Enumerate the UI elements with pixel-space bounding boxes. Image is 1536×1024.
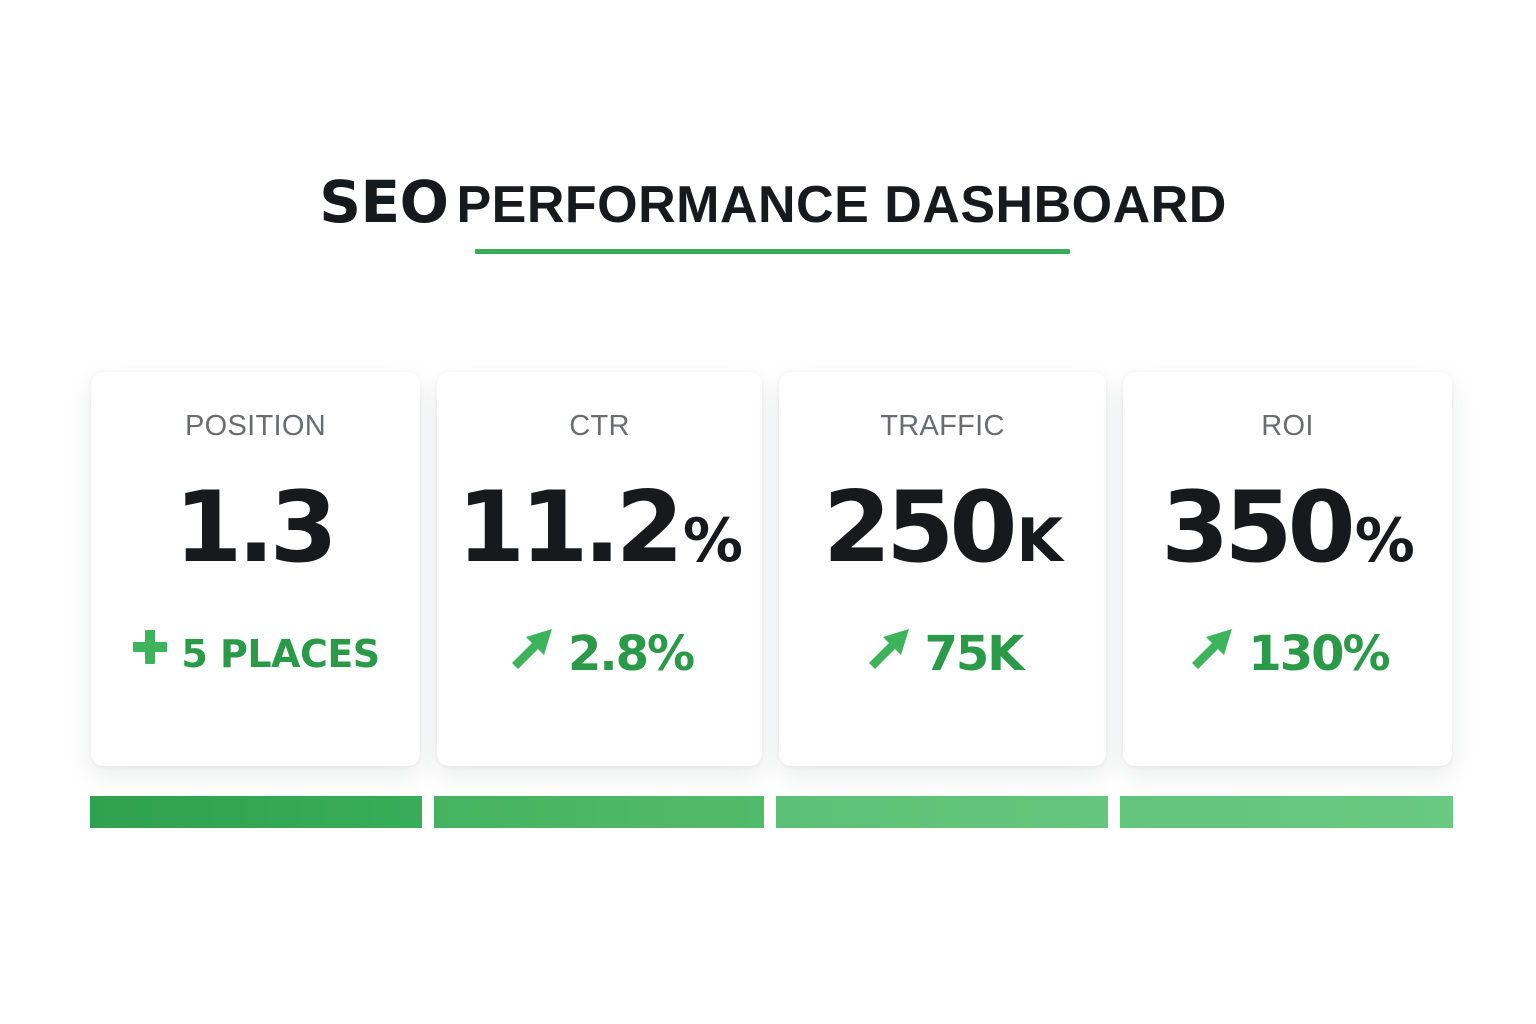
- metric-change: 75K: [779, 624, 1106, 684]
- metric-unit: %: [682, 506, 743, 576]
- metric-card-position[interactable]: POSITION 1.3 5 PLACES: [91, 372, 420, 766]
- metric-change-text: 75K: [924, 626, 1025, 682]
- dashboard-header: SEO PERFORMANCE DASHBOARD: [0, 168, 1536, 278]
- metric-change: 130%: [1123, 624, 1452, 684]
- metric-number: 350: [1161, 471, 1356, 585]
- accent-bar-roi: [1120, 796, 1453, 828]
- metric-label: TRAFFIC: [880, 410, 1005, 442]
- metric-unit: %: [1354, 506, 1415, 576]
- page-title-strong: SEO: [319, 168, 449, 236]
- metric-change: 5 PLACES: [91, 624, 420, 684]
- metric-label: ROI: [1261, 410, 1314, 442]
- metric-card-traffic[interactable]: TRAFFIC 250K 75K: [779, 372, 1106, 766]
- arrow-up-right-icon: [863, 623, 913, 683]
- accent-bar-position: [90, 796, 422, 828]
- page-title-rest: PERFORMANCE DASHBOARD: [456, 176, 1227, 234]
- metric-value: 350%: [1123, 472, 1452, 597]
- metric-number: 11.2: [457, 471, 684, 585]
- metric-number: 1.3: [174, 471, 338, 585]
- plus-icon: [131, 623, 169, 683]
- metric-number: 250: [822, 471, 1018, 585]
- metric-change: 2.8%: [437, 624, 762, 684]
- metric-unit: K: [1016, 506, 1063, 576]
- metric-change-text: 2.8%: [567, 626, 695, 682]
- metric-label: POSITION: [185, 410, 326, 442]
- page-title: SEO PERFORMANCE DASHBOARD: [0, 168, 1536, 239]
- arrow-up-right-icon: [506, 623, 556, 683]
- arrow-up-right-icon: [1186, 623, 1236, 683]
- metric-change-text: 5 PLACES: [181, 632, 380, 676]
- metric-card-roi[interactable]: ROI 350% 130%: [1123, 372, 1452, 766]
- title-underline: [475, 249, 1070, 254]
- metric-value: 11.2%: [437, 472, 762, 597]
- metric-change-text: 130%: [1248, 626, 1390, 682]
- accent-bar-traffic: [776, 796, 1108, 828]
- accent-bar-ctr: [434, 796, 764, 828]
- metric-value: 1.3: [91, 472, 420, 597]
- metric-card-ctr[interactable]: CTR 11.2% 2.8%: [437, 372, 762, 766]
- metric-label: CTR: [569, 410, 630, 442]
- metric-value: 250K: [779, 472, 1106, 597]
